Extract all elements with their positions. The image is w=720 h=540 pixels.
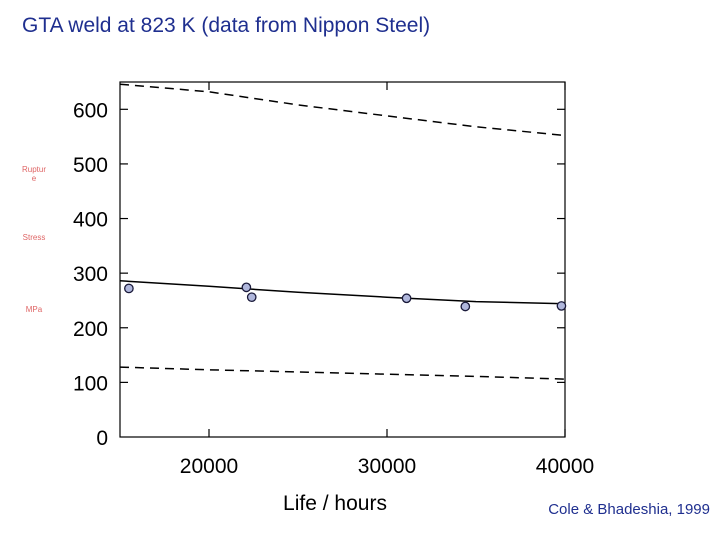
y-tick-label: 500	[73, 154, 108, 177]
x-tick-label: 20000	[180, 455, 238, 478]
credit-text: Cole & Bhadeshia, 1999	[548, 501, 710, 518]
series-upper-bound	[119, 83, 566, 137]
y-axis-label-rupture: Rupture	[22, 165, 47, 183]
y-tick-label: 400	[73, 209, 108, 232]
x-axis-label: Life / hours	[283, 492, 387, 515]
data-point	[556, 301, 567, 311]
y-tick-label: 100	[73, 372, 108, 395]
data-point	[246, 292, 257, 303]
y-axis-label-mpa: MPa	[25, 305, 43, 314]
y-tick-label: 200	[73, 318, 108, 341]
y-tick-label: 600	[73, 99, 108, 122]
data-point	[401, 293, 412, 304]
x-tick-label: 30000	[358, 455, 416, 478]
y-tick-label: 0	[96, 427, 108, 450]
y-axis-label-stress: Stress	[22, 233, 46, 242]
data-point	[124, 283, 134, 294]
page-title: GTA weld at 823 K (data from Nippon Stee…	[22, 14, 431, 37]
series-model-prediction	[119, 280, 566, 305]
x-tick-label: 40000	[536, 455, 594, 478]
data-point	[460, 301, 471, 312]
data-point	[241, 282, 252, 293]
series-lower-bound	[119, 366, 566, 380]
plot-frame	[119, 81, 566, 438]
y-tick-label: 300	[73, 263, 108, 286]
